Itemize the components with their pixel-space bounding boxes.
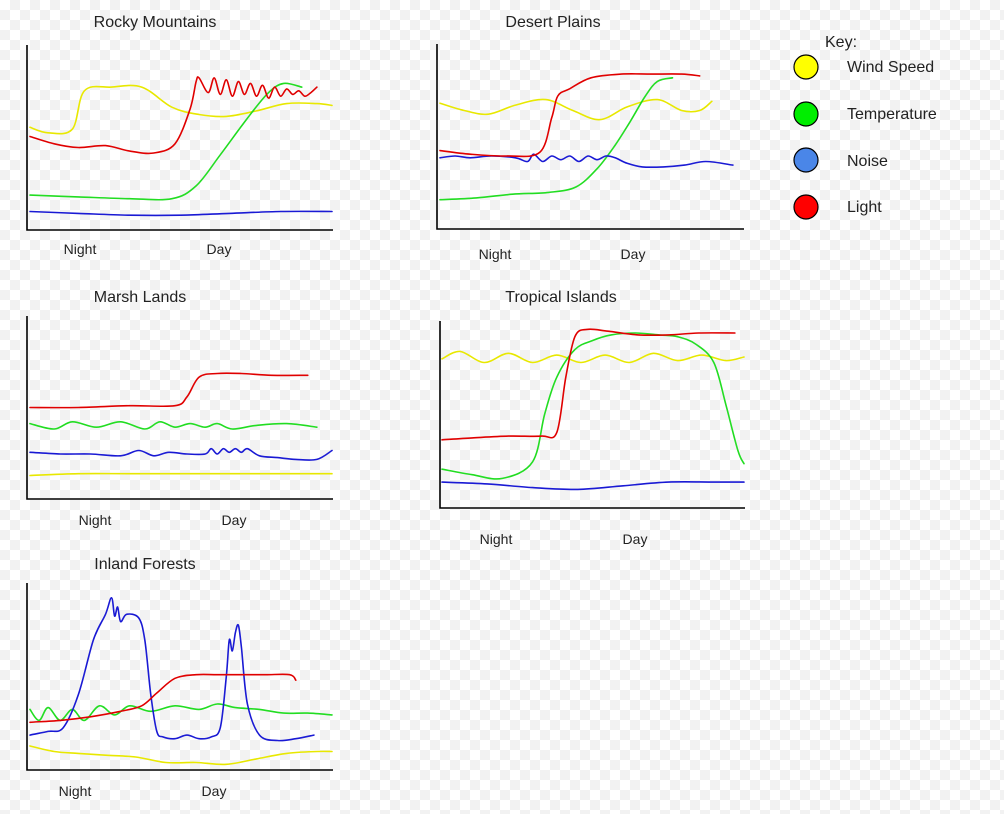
legend: Key: Wind Speed Temperature Noise Light bbox=[793, 34, 937, 220]
legend-swatch-light bbox=[793, 194, 819, 220]
legend-swatch-temperature bbox=[793, 101, 819, 127]
x-tick-label: Night bbox=[79, 512, 112, 528]
series-line-light bbox=[29, 76, 318, 155]
series-line-light bbox=[439, 73, 701, 158]
chart-axes bbox=[26, 45, 333, 231]
series-line-temperature bbox=[29, 82, 303, 201]
legend-label: Light bbox=[847, 199, 882, 216]
x-tick-label: Day bbox=[207, 241, 232, 257]
series-line-light bbox=[441, 328, 736, 441]
series-line-wind-speed bbox=[29, 84, 333, 135]
chart-title: Inland Forests bbox=[94, 556, 195, 573]
x-tick-label: Day bbox=[222, 512, 247, 528]
chart-tropical-islands: Tropical Islands Night Day bbox=[439, 289, 745, 547]
series-group bbox=[29, 76, 333, 217]
legend-item: Noise bbox=[793, 147, 888, 173]
series-line-noise bbox=[439, 153, 734, 169]
legend-item: Temperature bbox=[793, 101, 937, 127]
chart-axes bbox=[26, 316, 333, 500]
chart-title: Rocky Mountains bbox=[94, 14, 217, 31]
chart-title: Tropical Islands bbox=[505, 289, 616, 306]
x-tick-label: Night bbox=[59, 783, 92, 799]
legend-item: Light bbox=[793, 194, 882, 220]
legend-title: Key: bbox=[825, 34, 857, 51]
series-line-wind-speed bbox=[441, 350, 745, 364]
series-group bbox=[29, 372, 333, 477]
series-line-noise bbox=[29, 210, 333, 217]
chart-desert-plains: Desert Plains Night Day bbox=[436, 14, 744, 262]
series-line-noise bbox=[29, 447, 333, 461]
chart-marsh-lands: Marsh Lands Night Day bbox=[26, 289, 333, 528]
series-line-temperature bbox=[29, 420, 318, 430]
series-group bbox=[439, 73, 734, 201]
series-line-light bbox=[29, 372, 309, 409]
x-tick-label: Night bbox=[479, 246, 512, 262]
chart-inland-forests: Inland Forests Night Day bbox=[26, 556, 333, 799]
chart-title: Desert Plains bbox=[505, 14, 600, 31]
x-tick-label: Day bbox=[202, 783, 227, 799]
series-group bbox=[29, 596, 333, 766]
legend-label: Wind Speed bbox=[847, 59, 934, 76]
chart-axes bbox=[439, 321, 745, 509]
series-line-temperature bbox=[29, 703, 333, 722]
x-tick-label: Day bbox=[623, 531, 648, 547]
series-line-temperature bbox=[439, 77, 674, 201]
legend-swatch-noise bbox=[793, 147, 819, 173]
chart-axes bbox=[26, 583, 333, 771]
chart-axes bbox=[436, 44, 744, 230]
x-tick-label: Day bbox=[621, 246, 646, 262]
series-line-noise bbox=[441, 481, 745, 491]
x-tick-label: Night bbox=[64, 241, 97, 257]
series-line-wind-speed bbox=[29, 745, 333, 766]
chart-rocky-mountains: Rocky Mountains Night Day bbox=[26, 14, 333, 257]
legend-item: Wind Speed bbox=[793, 54, 934, 80]
x-tick-label: Night bbox=[480, 531, 513, 547]
series-line-temperature bbox=[441, 332, 745, 480]
legend-label: Temperature bbox=[847, 106, 937, 123]
series-line-light bbox=[29, 673, 297, 724]
chart-title: Marsh Lands bbox=[94, 289, 187, 306]
series-line-wind-speed bbox=[439, 98, 713, 121]
series-line-wind-speed bbox=[29, 472, 333, 477]
series-line-noise bbox=[29, 596, 315, 742]
legend-label: Noise bbox=[847, 153, 888, 170]
legend-swatch-wind-speed bbox=[793, 54, 819, 80]
series-group bbox=[441, 328, 745, 491]
